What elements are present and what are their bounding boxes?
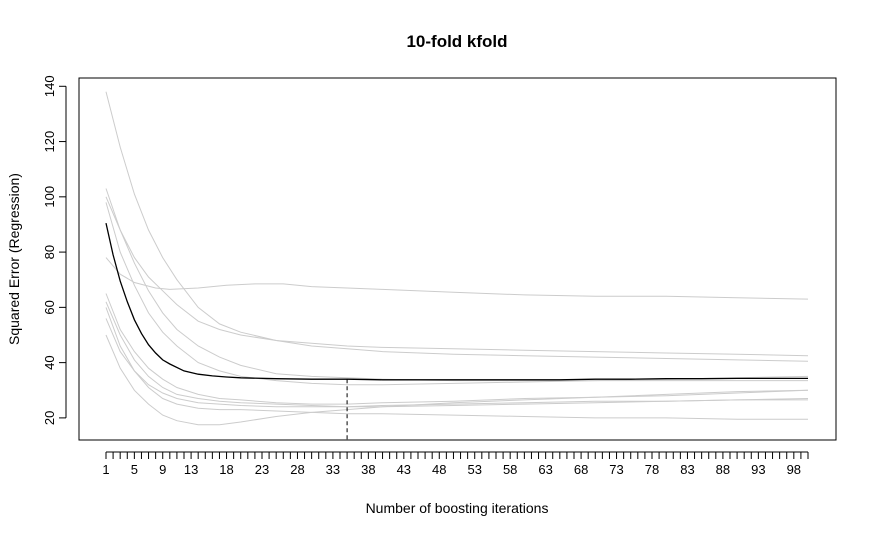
y-tick-label: 120 xyxy=(42,131,57,153)
fold-series-line-5 xyxy=(105,257,809,300)
mean-curve-group xyxy=(105,222,808,381)
x-tick-label: 93 xyxy=(751,462,765,477)
x-tick-label: 53 xyxy=(467,462,481,477)
x-tick-label: 58 xyxy=(503,462,517,477)
fold-series-line-3 xyxy=(105,202,809,386)
fold-series-line-4 xyxy=(105,196,809,357)
x-tick-label: 33 xyxy=(326,462,340,477)
fold-series-line-9 xyxy=(105,334,809,426)
fold-series-line-10 xyxy=(105,318,808,408)
y-axis: 20 40 60 80 100 120 140 xyxy=(42,75,67,425)
x-tick-label: 68 xyxy=(574,462,588,477)
x-tick-label: 9 xyxy=(159,462,166,477)
x-tick-label: 83 xyxy=(680,462,694,477)
x-tick-label: 63 xyxy=(538,462,552,477)
y-tick-label: 140 xyxy=(42,75,57,97)
x-tick-label: 23 xyxy=(255,462,269,477)
fold-series-line-7 xyxy=(105,301,809,408)
y-tick-label: 100 xyxy=(42,186,57,208)
x-tick-label: 43 xyxy=(397,462,411,477)
y-axis-label: Squared Error (Regression) xyxy=(6,173,22,345)
y-tick-label: 80 xyxy=(42,245,57,259)
x-tick-label: 18 xyxy=(219,462,233,477)
x-tick-label: 78 xyxy=(645,462,659,477)
x-tick-label: 88 xyxy=(716,462,730,477)
y-tick-label: 20 xyxy=(42,411,57,425)
x-tick-label: 1 xyxy=(102,462,109,477)
fold-series-group xyxy=(105,91,809,426)
x-tick-label: 5 xyxy=(131,462,138,477)
fold-series-line-8 xyxy=(105,307,808,420)
x-axis-label: Number of boosting iterations xyxy=(366,500,549,516)
x-tick-label: 28 xyxy=(290,462,304,477)
x-tick-label: 48 xyxy=(432,462,446,477)
y-tick-label: 40 xyxy=(42,355,57,369)
fold-series-line-1 xyxy=(105,91,809,362)
x-tick-label: 98 xyxy=(787,462,801,477)
y-tick-label: 60 xyxy=(42,300,57,314)
fold-series-line-2 xyxy=(105,188,808,382)
x-axis: 1 5 9 13 18 23 28 33 38 43 48 53 58 63 68 73 78 83 88 93 98 xyxy=(102,451,809,477)
x-tick-label: 13 xyxy=(184,462,198,477)
x-tick-label: 38 xyxy=(361,462,375,477)
plot-frame xyxy=(78,77,837,441)
x-tick-label: 73 xyxy=(609,462,623,477)
chart-title: 10-fold kfold xyxy=(406,32,507,51)
mean-error-line xyxy=(105,222,808,381)
